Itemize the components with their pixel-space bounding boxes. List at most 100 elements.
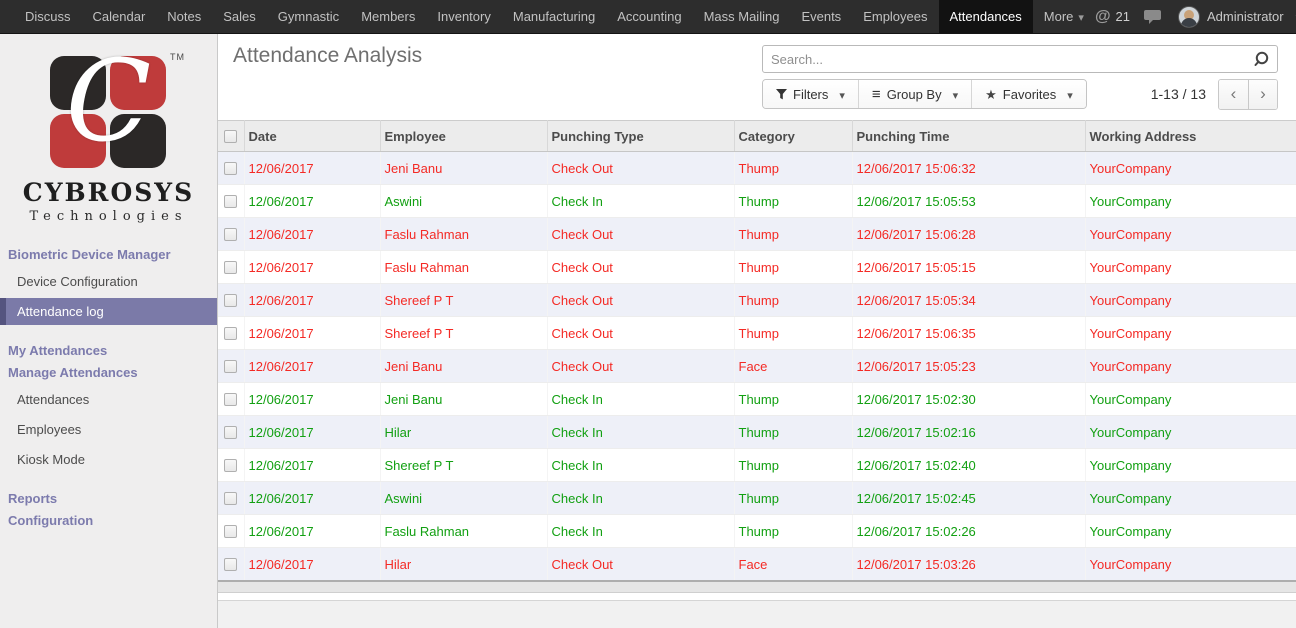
- row-checkbox[interactable]: [224, 293, 238, 307]
- row-checkbox[interactable]: [224, 557, 238, 571]
- nav-item-more[interactable]: More: [1033, 0, 1095, 33]
- row-checkbox[interactable]: [224, 326, 238, 340]
- group-by-button[interactable]: ≡ Group By: [857, 80, 972, 108]
- column-header-date[interactable]: Date: [244, 120, 381, 152]
- column-header-employee[interactable]: Employee: [380, 120, 548, 152]
- pager-prev-button[interactable]: ‹: [1219, 79, 1248, 109]
- sidebar-item-reports[interactable]: Reports: [8, 491, 58, 506]
- cell-punching-time: 12/06/2017 15:02:16: [852, 415, 1086, 449]
- sidebar-item-attendances[interactable]: Attendances: [17, 392, 90, 407]
- cell-punching-time: 12/06/2017 15:02:45: [852, 481, 1086, 515]
- cell-working-address: YourCompany: [1085, 151, 1296, 185]
- cell-category: Thump: [734, 184, 853, 218]
- column-header-working-address[interactable]: Working Address: [1085, 120, 1296, 152]
- sidebar-item-manage-attendances[interactable]: Manage Attendances: [8, 365, 138, 380]
- row-checkbox[interactable]: [224, 425, 238, 439]
- cell-punching-time: 12/06/2017 15:06:32: [852, 151, 1086, 185]
- nav-item-notes[interactable]: Notes: [167, 9, 202, 24]
- sidebar-item-device-configuration[interactable]: Device Configuration: [17, 274, 138, 289]
- row-checkbox[interactable]: [224, 260, 238, 274]
- table-row[interactable]: 12/06/2017 Hilar Check Out Face 12/06/2017 1…: [218, 547, 1296, 581]
- cell-punching-time: 12/06/2017 15:05:34: [852, 283, 1086, 317]
- nav-item-calendar[interactable]: Calendar: [92, 9, 146, 24]
- sidebar-item-attendance-log[interactable]: Attendance log: [0, 298, 217, 325]
- logo-square-black-br: [109, 114, 166, 168]
- nav-item-discuss[interactable]: Discuss: [25, 9, 71, 24]
- nav-item-inventory[interactable]: Inventory: [437, 9, 491, 24]
- row-select-cell: [218, 283, 245, 317]
- cell-working-address: YourCompany: [1085, 448, 1296, 482]
- sidebar-item-employees[interactable]: Employees: [17, 422, 82, 437]
- top-nav-right: @ 21 Administrator: [1095, 0, 1296, 33]
- table-row[interactable]: 12/06/2017 Shereef P T Check Out Thump 12/06…: [218, 316, 1296, 350]
- nav-item-employees[interactable]: Employees: [863, 9, 928, 24]
- table-row[interactable]: 12/06/2017 Jeni Banu Check In Thump 12/06/20…: [218, 382, 1296, 416]
- row-checkbox[interactable]: [224, 524, 238, 538]
- row-select-cell: [218, 184, 245, 218]
- cell-punching-time: 12/06/2017 15:02:26: [852, 514, 1086, 548]
- logo-square-red-bl: [49, 114, 106, 168]
- table-row[interactable]: 12/06/2017 Shereef P T Check Out Thump 12/06…: [218, 283, 1296, 317]
- nav-item-sales[interactable]: Sales: [223, 9, 256, 24]
- nav-item-members[interactable]: Members: [361, 9, 416, 24]
- row-checkbox[interactable]: [224, 161, 238, 175]
- pager-next-button[interactable]: ›: [1248, 79, 1277, 109]
- row-select-cell: [218, 415, 245, 449]
- chat-icon[interactable]: [1144, 9, 1164, 25]
- row-checkbox[interactable]: [224, 359, 238, 373]
- top-nav: Discuss Calendar Notes Sales Gymnastic Member…: [0, 0, 1296, 34]
- cell-punching-type: Check Out: [547, 349, 735, 383]
- column-header-category[interactable]: Category: [734, 120, 853, 152]
- cell-punching-time: 12/06/2017 15:05:53: [852, 184, 1086, 218]
- column-header-punching-time[interactable]: Punching Time: [852, 120, 1086, 152]
- row-select-cell: [218, 316, 245, 350]
- sidebar-item-my-attendances[interactable]: My Attendances: [8, 343, 108, 358]
- logo-letter: C: [65, 37, 152, 167]
- sidebar: C TM CYBROSYS Technologies Biometric Dev…: [0, 34, 218, 628]
- cell-employee: Hilar: [380, 415, 548, 449]
- nav-item-mass-mailing[interactable]: Mass Mailing: [703, 9, 780, 24]
- table-row[interactable]: 12/06/2017 Jeni Banu Check Out Face 12/06/20…: [218, 349, 1296, 383]
- column-header-punching-type[interactable]: Punching Type: [547, 120, 735, 152]
- cell-date: 12/06/2017: [244, 481, 381, 515]
- mentions-counter[interactable]: @ 21: [1095, 8, 1130, 26]
- table-row[interactable]: 12/06/2017 Aswini Check In Thump 12/06/2017 …: [218, 184, 1296, 218]
- sidebar-item-configuration[interactable]: Configuration: [8, 513, 94, 528]
- logo-company-name: CYBROSYS: [22, 178, 195, 207]
- row-checkbox[interactable]: [224, 227, 238, 241]
- row-checkbox[interactable]: [224, 491, 238, 505]
- cell-punching-time: 12/06/2017 15:06:28: [852, 217, 1086, 251]
- company-logo: C TM CYBROSYS Technologies: [0, 34, 217, 224]
- nav-item-attendances[interactable]: Attendances: [938, 0, 1033, 33]
- table-row[interactable]: 12/06/2017 Faslu Rahman Check In Thump 12/06…: [218, 514, 1296, 548]
- favorites-button[interactable]: ★ Favorites: [971, 80, 1086, 108]
- sidebar-item-biometric-device-manager[interactable]: Biometric Device Manager: [8, 247, 171, 262]
- logo-tm: TM: [170, 52, 185, 62]
- row-checkbox[interactable]: [224, 392, 238, 406]
- nav-item-gymnastic[interactable]: Gymnastic: [277, 9, 340, 24]
- table-row[interactable]: 12/06/2017 Aswini Check In Thump 12/06/2017 …: [218, 481, 1296, 515]
- row-select-cell: [218, 151, 245, 185]
- sidebar-item-kiosk-mode[interactable]: Kiosk Mode: [17, 452, 85, 467]
- row-checkbox[interactable]: [224, 194, 238, 208]
- user-menu[interactable]: Administrator: [1178, 5, 1296, 28]
- cell-working-address: YourCompany: [1085, 316, 1296, 350]
- cell-punching-time: 12/06/2017 15:02:30: [852, 382, 1086, 416]
- filters-button[interactable]: Filters: [763, 80, 858, 108]
- select-all-checkbox[interactable]: [224, 129, 238, 143]
- table-row[interactable]: 12/06/2017 Hilar Check In Thump 12/06/2017 1…: [218, 415, 1296, 449]
- search-input[interactable]: [762, 45, 1278, 73]
- table-row[interactable]: 12/06/2017 Faslu Rahman Check Out Thump 12/0…: [218, 250, 1296, 284]
- nav-item-manufacturing[interactable]: Manufacturing: [512, 9, 596, 24]
- table-row[interactable]: 12/06/2017 Shereef P T Check In Thump 12/06/…: [218, 448, 1296, 482]
- nav-item-events[interactable]: Events: [801, 9, 842, 24]
- search-icon[interactable]: [1254, 50, 1272, 68]
- toolbar: Filters ≡ Group By ★ Favorites 1-13 / 13: [762, 78, 1278, 110]
- row-checkbox[interactable]: [224, 458, 238, 472]
- row-select-cell: [218, 448, 245, 482]
- table-footer-strip: [218, 580, 1296, 593]
- table-row[interactable]: 12/06/2017 Faslu Rahman Check Out Thump 12/0…: [218, 217, 1296, 251]
- cell-employee: Shereef P T: [380, 316, 548, 350]
- table-row[interactable]: 12/06/2017 Jeni Banu Check Out Thump 12/06/2…: [218, 151, 1296, 185]
- nav-item-accounting[interactable]: Accounting: [617, 9, 682, 24]
